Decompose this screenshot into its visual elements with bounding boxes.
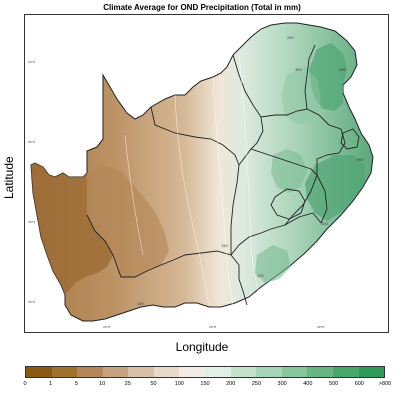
colorbar-tick-label: 100 xyxy=(174,381,184,387)
colorbar-tick-label: 500 xyxy=(328,381,339,387)
colorbar-tick-label: 300 xyxy=(277,381,287,387)
contour-label: 250 xyxy=(287,36,294,40)
contour-label: 300 xyxy=(295,68,302,72)
colorbar-tick-label: 1 xyxy=(49,381,53,387)
colorbar-tick-label: 600 xyxy=(354,381,364,387)
wet-eastern-cape-region xyxy=(255,245,291,283)
x-tick-30: 30°E xyxy=(317,325,324,329)
contour-label: 600 xyxy=(357,158,364,162)
colorbar-tick-label: 5 xyxy=(74,381,78,387)
colorbar-tick-labels: 0 1 5 10 25 50 100 150 200 250 300 400 500 600 >800 xyxy=(23,381,391,391)
colorbar-swatch xyxy=(77,367,103,377)
colorbar-tick-label: 10 xyxy=(99,381,106,387)
dry-interior-region xyxy=(87,165,169,277)
y-tick-20: 20°S xyxy=(28,60,35,64)
colorbar-swatch xyxy=(307,367,333,377)
colorbar-swatch xyxy=(26,367,52,377)
colorbar-swatch xyxy=(102,367,129,377)
colorbar-swatch xyxy=(358,367,385,377)
contour-lines xyxy=(124,54,262,306)
y-tick-25: 25°S xyxy=(28,140,35,144)
wet-kzn-region xyxy=(305,155,365,221)
colorbar-swatch xyxy=(205,367,231,377)
dry-west-region xyxy=(31,163,113,295)
colorbar-tick-label: 0 xyxy=(23,381,27,387)
x-axis-label: Longitude xyxy=(175,340,229,354)
colorbar-swatch xyxy=(153,367,180,377)
contour-label: 200 xyxy=(257,274,264,278)
colorbar-tick-label: 250 xyxy=(251,381,262,387)
colorbar-swatch xyxy=(230,367,257,377)
colorbar-tick-label: 200 xyxy=(226,381,236,387)
y-axis-label: Latitude xyxy=(2,156,16,199)
wet-escarpment-region xyxy=(271,149,307,193)
lesotho-boundary xyxy=(270,188,306,220)
province-boundaries xyxy=(86,44,346,306)
precipitation-map: 20°E 25°E 30°E 20°S 25°S 30°S 35°S 100 1… xyxy=(25,15,388,332)
y-tick-35: 35°S xyxy=(28,300,35,304)
colorbar-tick-label: 50 xyxy=(150,381,157,387)
colorbar-swatch xyxy=(179,367,206,377)
contour-label: 500 xyxy=(321,222,328,226)
colorbar-swatch xyxy=(281,367,308,377)
x-tick-20: 20°E xyxy=(103,325,110,329)
colorbar xyxy=(25,366,385,378)
colorbar-swatch xyxy=(256,367,282,377)
y-tick-30: 30°S xyxy=(28,220,35,224)
contour-label: 100 xyxy=(137,302,144,306)
colorbar-swatch xyxy=(128,367,154,377)
contour-label: 400 xyxy=(339,68,346,72)
map-panel: 20°E 25°E 30°E 20°S 25°S 30°S 35°S 100 1… xyxy=(24,14,389,333)
colorbar-tick-label: 400 xyxy=(303,381,313,387)
colorbar-swatch xyxy=(51,367,78,377)
contour-label: 150 xyxy=(221,244,228,248)
x-tick-25: 25°E xyxy=(209,325,216,329)
map-title: Climate Average for OND Precipitation (T… xyxy=(103,3,301,12)
colorbar-tick-label: >800 xyxy=(378,381,392,387)
colorbar-swatch xyxy=(332,367,359,377)
eswatini-boundary xyxy=(340,128,360,150)
colorbar-tick-label: 150 xyxy=(200,381,210,387)
colorbar-tick-label: 25 xyxy=(124,381,131,387)
